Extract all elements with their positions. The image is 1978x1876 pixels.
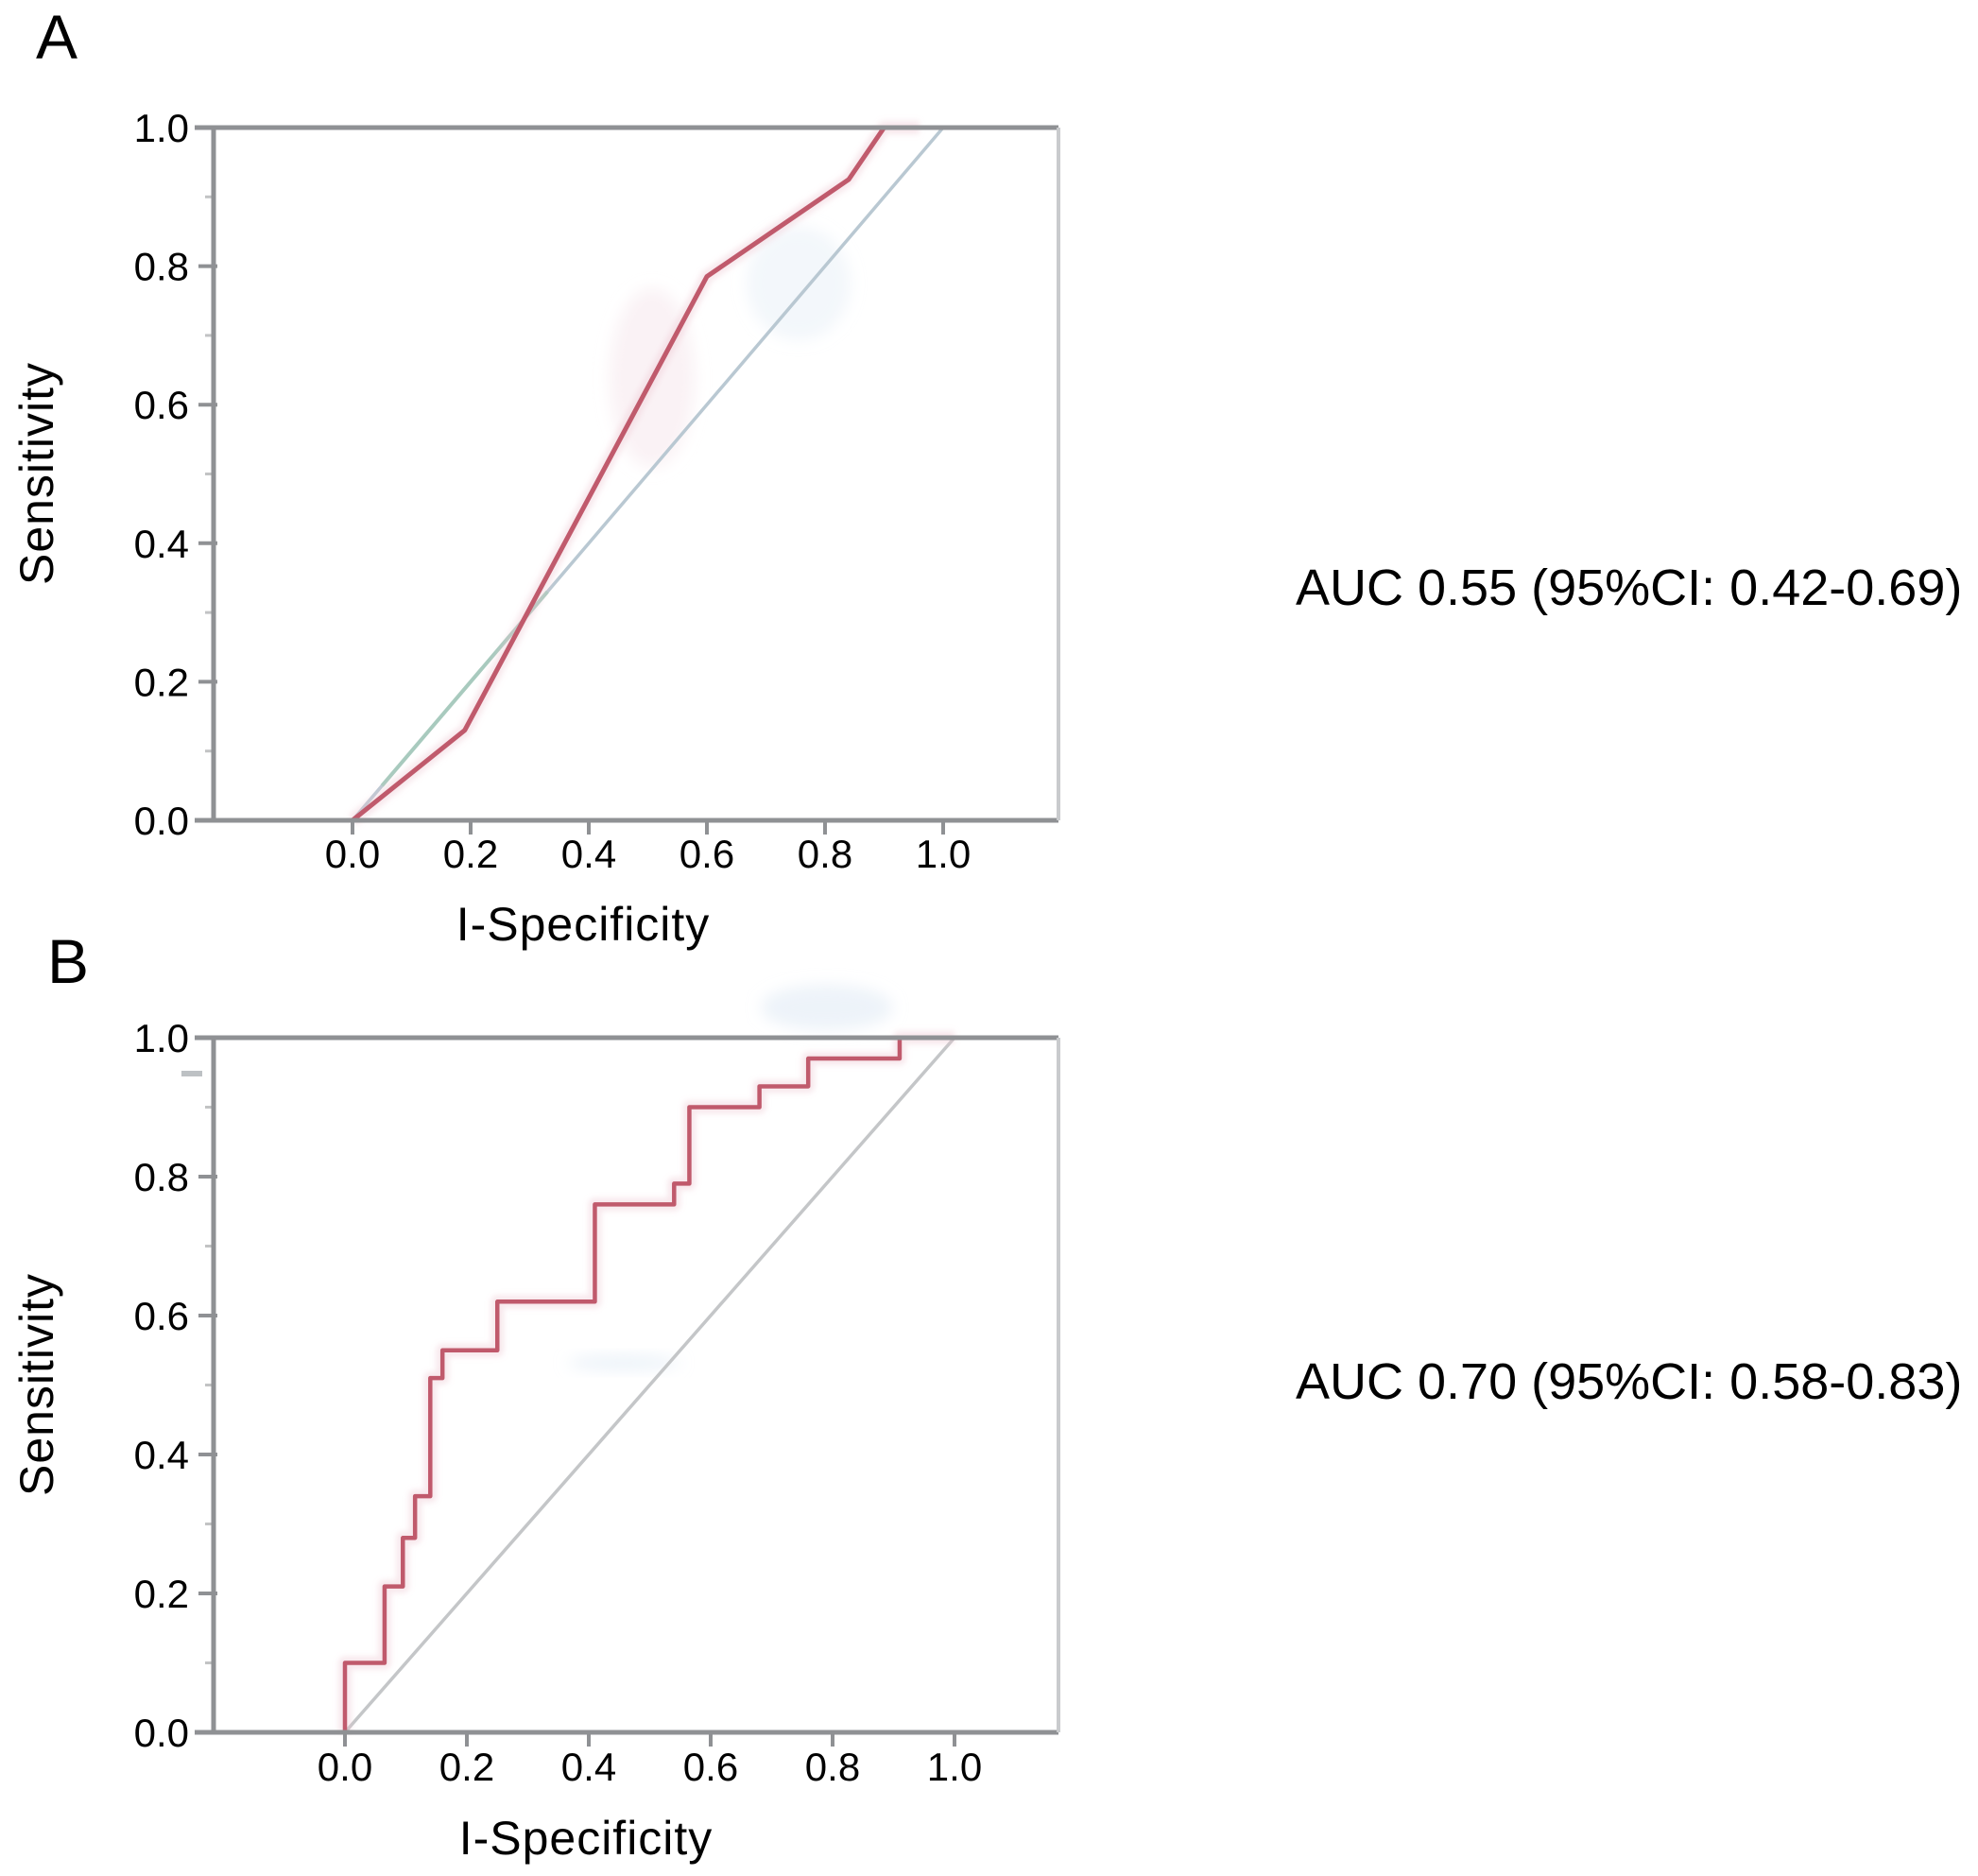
panel-a-x-axis-title: I-Specificity [456, 898, 711, 951]
panel-a-y-axis-title: Sensitivity [10, 362, 63, 585]
roc-curve-line [351, 125, 920, 822]
roc-curve-line [342, 1035, 955, 1732]
x-tick-label: 0.2 [439, 1745, 494, 1789]
reference-diagonal-line [343, 1036, 956, 1734]
x-tick-label: 0.0 [325, 832, 380, 876]
x-tick-label: 0.8 [805, 1745, 860, 1789]
panel-b-plot: 0.0 0.2 0.4 0.6 0.8 1.0 0.0 0.2 0.4 0.6 0.8 1.0 [134, 985, 1060, 1789]
y-tick-label: 0.2 [134, 660, 189, 704]
compression-smudge [761, 985, 893, 1030]
panel-b-y-axis-title: Sensitivity [10, 1273, 63, 1496]
roc-curve-halo [348, 121, 920, 826]
y-tick-label: 0.0 [134, 1711, 189, 1755]
y-tick-label: 0.0 [134, 799, 189, 843]
panel-b-letter: B [47, 926, 89, 996]
panel-b-auc-annotation: AUC 0.70 (95%CI: 0.58-0.83) [1296, 1353, 1962, 1410]
y-tick-label: 0.8 [134, 245, 189, 289]
panel-a-letter: A [36, 2, 77, 72]
panel-a: 0.0 0.2 0.4 0.6 0.8 1.0 0.0 0.2 0.4 0.6 0.8 1.0 A S… [10, 2, 1962, 951]
panel-a-auc-annotation: AUC 0.55 (95%CI: 0.42-0.69) [1296, 559, 1962, 616]
panel-b-x-axis-title: I-Specificity [459, 1812, 714, 1865]
x-tick-label: 0.6 [683, 1745, 738, 1789]
panel-a-plot: 0.0 0.2 0.4 0.6 0.8 1.0 0.0 0.2 0.4 0.6 0.8 1.0 [134, 106, 1060, 876]
panel-b: 0.0 0.2 0.4 0.6 0.8 1.0 0.0 0.2 0.4 0.6 0.8 1.0 B S… [10, 926, 1962, 1865]
x-tick-label: 1.0 [927, 1745, 982, 1789]
y-tick-label: 1.0 [134, 1016, 189, 1060]
x-tick-label: 1.0 [916, 832, 971, 876]
y-tick-label: 0.6 [134, 1294, 189, 1338]
x-tick-label: 0.6 [679, 832, 734, 876]
y-tick-label: 0.6 [134, 383, 189, 427]
y-tick-label: 0.4 [134, 522, 189, 566]
compression-smudge [567, 1356, 680, 1369]
x-tick-label: 0.4 [561, 1745, 616, 1789]
y-tick-label: 0.4 [134, 1433, 189, 1477]
compression-smudge [747, 227, 851, 340]
y-tick-label: 0.2 [134, 1572, 189, 1616]
x-tick-label: 0.2 [443, 832, 498, 876]
y-tick-label: 1.0 [134, 106, 189, 150]
y-tick-label: 0.8 [134, 1155, 189, 1199]
x-tick-label: 0.4 [561, 832, 616, 876]
x-tick-label: 0.8 [798, 832, 852, 876]
x-tick-label: 0.0 [318, 1745, 372, 1789]
